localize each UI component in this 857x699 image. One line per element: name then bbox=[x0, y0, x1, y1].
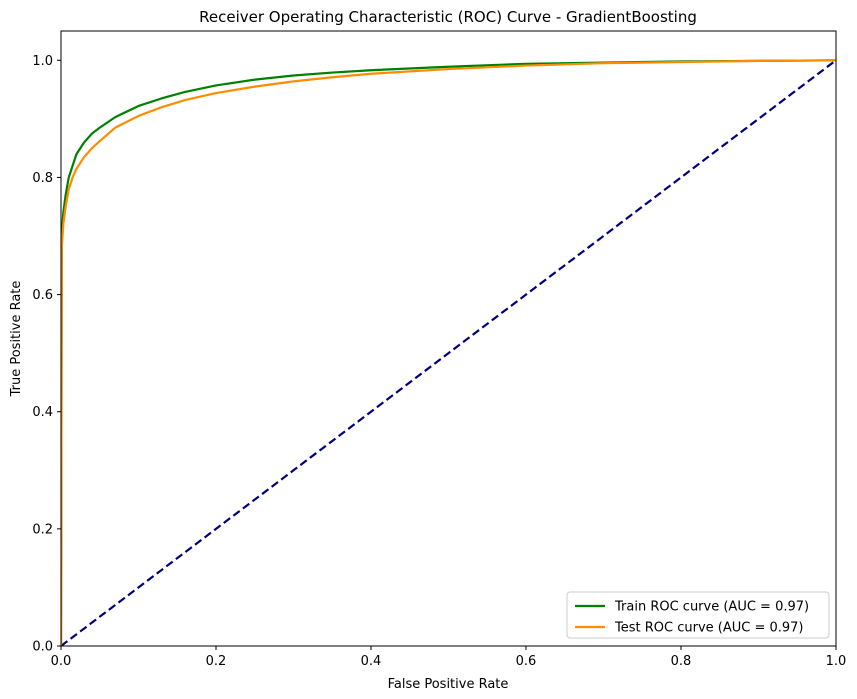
x-tick-label: 1.0 bbox=[826, 654, 847, 669]
x-axis: 0.0 0.2 0.4 0.6 0.8 1.0 bbox=[51, 646, 847, 669]
legend: Train ROC curve (AUC = 0.97) Test ROC cur… bbox=[566, 591, 830, 639]
y-tick-label: 0.8 bbox=[32, 171, 53, 186]
plot-frame bbox=[60, 30, 837, 647]
x-tick-label: 0.6 bbox=[516, 654, 537, 669]
y-axis: 0.0 0.2 0.4 0.6 0.8 1.0 bbox=[32, 54, 61, 655]
x-axis-label: False Positive Rate bbox=[388, 677, 509, 692]
x-tick-label: 0.2 bbox=[206, 654, 227, 669]
chance-diagonal-line bbox=[61, 59, 836, 646]
y-tick-label: 0.0 bbox=[32, 640, 53, 655]
y-tick-label: 0.2 bbox=[32, 522, 53, 537]
y-tick-label: 0.6 bbox=[32, 288, 53, 303]
x-tick-label: 0.4 bbox=[361, 654, 382, 669]
train-roc-line bbox=[61, 59, 836, 646]
x-tick-label: 0.8 bbox=[671, 654, 692, 669]
legend-box bbox=[566, 591, 830, 639]
plot-area bbox=[60, 30, 837, 647]
test-roc-line bbox=[61, 59, 836, 646]
y-tick-label: 0.4 bbox=[32, 405, 53, 420]
x-tick-label: 0.0 bbox=[51, 654, 72, 669]
y-tick-label: 1.0 bbox=[32, 54, 53, 69]
y-axis-label: True Positive Rate bbox=[9, 281, 24, 398]
legend-entry: Test ROC curve (AUC = 0.97) bbox=[614, 621, 804, 636]
chart-title: Receiver Operating Characteristic (ROC) … bbox=[199, 8, 697, 26]
legend-entry: Train ROC curve (AUC = 0.97) bbox=[614, 600, 809, 615]
